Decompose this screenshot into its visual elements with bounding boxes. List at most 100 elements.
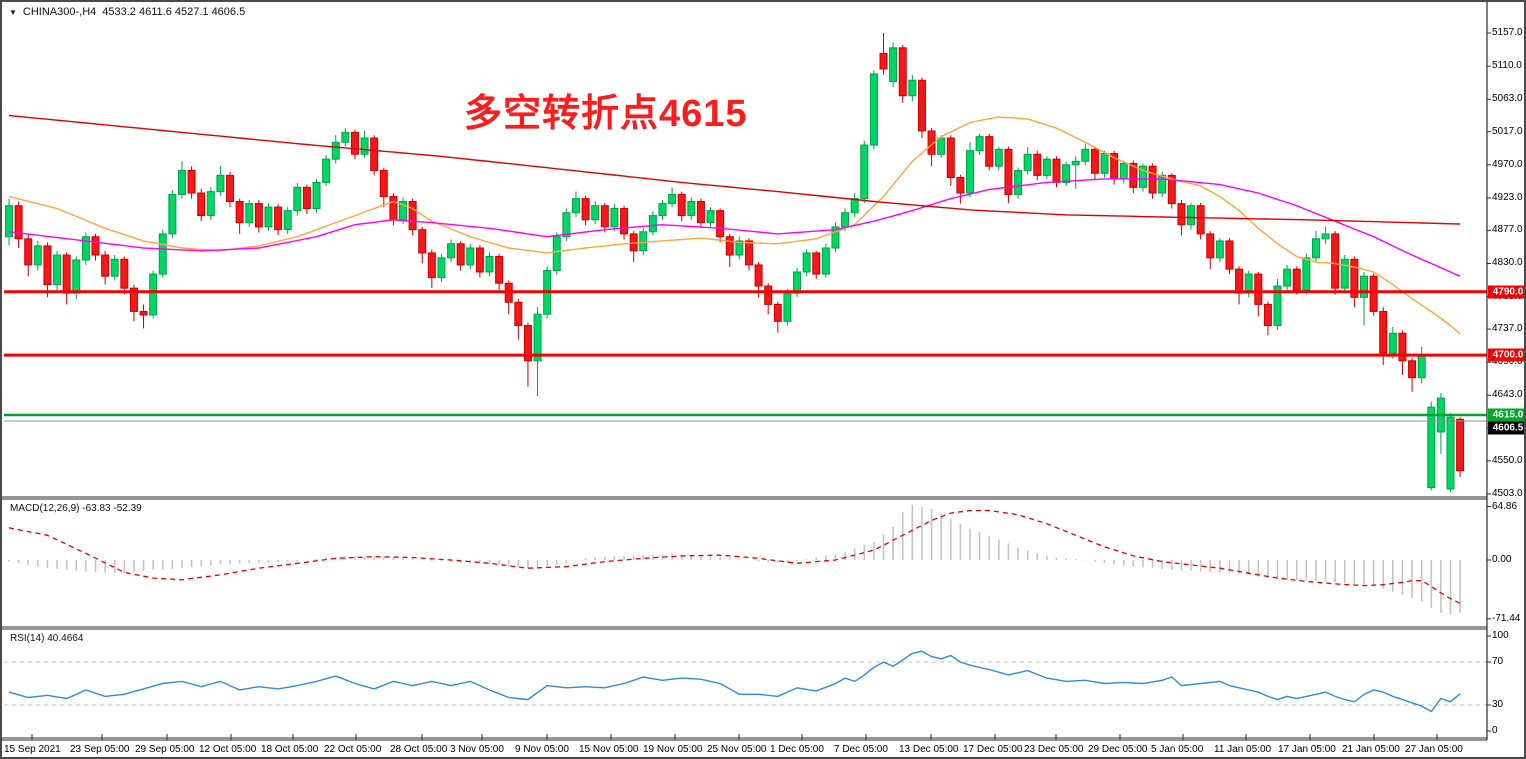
time-tick-label: 7 Dec 05:00 — [834, 744, 888, 755]
price-badge-4606.5: 4606.5 — [1488, 421, 1524, 435]
candle-body — [706, 210, 715, 224]
time-tick-label: 13 Dec 05:00 — [899, 744, 959, 755]
candle-body — [62, 254, 71, 294]
candle-body — [793, 271, 802, 294]
candle-body — [860, 144, 869, 200]
candle-body — [648, 215, 657, 233]
candle-body — [639, 231, 648, 252]
text-annotation[interactable]: 多空转折点4615 — [464, 93, 748, 135]
candle-body — [33, 245, 42, 266]
time-tick-label: 22 Oct 05:00 — [324, 744, 382, 755]
candle-body — [110, 258, 119, 277]
candle-body — [1379, 310, 1388, 354]
ma-orange-line — [8, 116, 1461, 335]
candle-body — [802, 252, 811, 273]
time-tick-label: 27 Jan 05:00 — [1405, 744, 1463, 755]
candle-body — [1187, 205, 1196, 226]
candle-body — [1273, 285, 1282, 327]
candle-body — [14, 205, 23, 240]
candle-body — [831, 226, 840, 249]
candle-body — [869, 73, 878, 146]
candle-body — [687, 200, 696, 217]
candle-body — [101, 254, 110, 277]
candle-body — [168, 193, 177, 235]
price-tick-label: 4690.0 — [1492, 356, 1523, 368]
candle-body — [456, 243, 465, 266]
price-tick-label: 4737.0 — [1492, 323, 1523, 335]
candle-body — [216, 174, 225, 193]
candle-body — [1100, 153, 1109, 174]
time-tick-label: 17 Dec 05:00 — [963, 744, 1023, 755]
time-tick-label: 1 Dec 05:00 — [770, 744, 824, 755]
macd-indicator-label: MACD(12,26,9) -63.83 -52.39 — [10, 503, 142, 514]
time-tick-label: 23 Dec 05:00 — [1024, 744, 1084, 755]
candle-body — [389, 196, 398, 221]
rsi-tick-label: 30 — [1492, 699, 1504, 710]
candle-body — [1408, 360, 1417, 379]
time-tick-label: 3 Nov 05:00 — [450, 744, 504, 755]
candle-body — [1321, 233, 1330, 240]
candle-body — [1014, 169, 1023, 195]
candle-body — [1292, 268, 1301, 291]
candle-body — [418, 229, 427, 254]
candle-body — [600, 205, 609, 228]
candle-body — [1129, 162, 1138, 188]
candle-body — [1004, 148, 1013, 195]
candle-body — [783, 292, 792, 322]
candle-body — [668, 193, 677, 205]
candle-body — [658, 203, 667, 217]
candle-body — [53, 254, 62, 286]
time-tick-label: 28 Oct 05:00 — [390, 744, 448, 755]
time-tick-label: 19 Nov 05:00 — [643, 744, 703, 755]
time-tick-label: 17 Jan 05:00 — [1278, 744, 1336, 755]
price-tick-label: 5063.0 — [1492, 93, 1523, 105]
candle-body — [985, 136, 994, 167]
rsi-tick-label: 70 — [1492, 656, 1504, 667]
time-tick-label: 29 Sep 05:00 — [135, 744, 195, 755]
candle-body — [1398, 332, 1407, 362]
candle-body — [274, 206, 283, 231]
candle-body — [427, 252, 436, 279]
candle-body — [293, 186, 302, 212]
candle-body — [1254, 273, 1263, 305]
rsi-line — [8, 650, 1461, 713]
candle-body — [341, 131, 350, 143]
candle-body — [149, 273, 158, 316]
ma-red-line — [8, 114, 1461, 225]
candle-body — [158, 233, 167, 275]
candle-body — [129, 287, 138, 312]
macd-tick-label: 0.00 — [1492, 554, 1512, 565]
candle-body — [437, 257, 446, 279]
candle-body — [264, 206, 273, 228]
candle-body — [821, 247, 830, 275]
candle-body — [812, 252, 821, 275]
candle-body — [1062, 164, 1071, 183]
candle-body — [283, 210, 292, 231]
ohlc-readout: 4533.2 4611.6 4527.1 4606.5 — [102, 6, 246, 18]
candle-body — [552, 236, 561, 272]
price-badge-4615.0: 4615.0 — [1488, 408, 1524, 422]
candle-body — [1042, 158, 1051, 176]
candle-body — [725, 236, 734, 256]
candle-body — [533, 313, 542, 362]
price-tick-label: 5110.0 — [1492, 60, 1522, 72]
price-badge-4790.0: 4790.0 — [1488, 285, 1524, 299]
rsi-tick-label: 100 — [1492, 630, 1509, 641]
candle-body — [495, 255, 504, 284]
candle-body — [1340, 258, 1349, 289]
candle-body — [956, 177, 965, 194]
candle-body — [610, 208, 619, 228]
candle-body — [966, 150, 974, 194]
candle-body — [581, 198, 590, 221]
candle-body — [350, 131, 359, 155]
candle-body — [975, 136, 984, 152]
candle-body — [466, 247, 475, 266]
candle-body — [370, 137, 379, 171]
candle-body — [254, 203, 263, 228]
candle-body — [1119, 162, 1128, 180]
chevron-down-icon[interactable]: ▼ — [9, 7, 17, 17]
candle-body — [1446, 416, 1455, 490]
candle-body — [523, 325, 532, 362]
